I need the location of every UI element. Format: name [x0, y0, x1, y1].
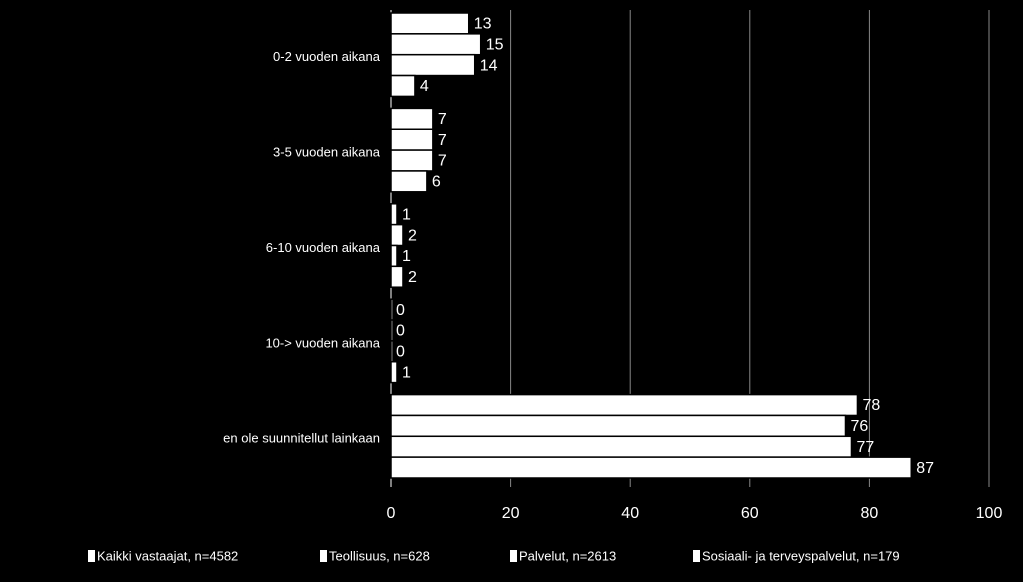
y-tick-label: 0-2 vuoden aikana: [273, 49, 381, 64]
bar: [390, 203, 398, 226]
legend-swatch: [510, 550, 517, 562]
value-label: 1: [402, 364, 411, 381]
bar: [390, 170, 428, 193]
value-label: 0: [396, 302, 405, 319]
value-label: 13: [474, 16, 492, 33]
value-label: 7: [438, 153, 447, 170]
legend-swatch: [320, 550, 327, 562]
bar: [390, 244, 398, 268]
value-label: 87: [916, 460, 934, 477]
y-tick-label: 10-> vuoden aikana: [265, 335, 380, 350]
bar: [390, 393, 859, 417]
value-label: 14: [480, 57, 498, 74]
bar: [390, 74, 416, 98]
legend-label: Kaikki vastaajat, n=4582: [97, 548, 238, 563]
value-label: 2: [408, 227, 417, 244]
y-tick-label: 6-10 vuoden aikana: [266, 240, 381, 255]
legend-label: Palvelut, n=2613: [519, 548, 616, 563]
x-tick-label: 80: [861, 505, 879, 522]
bar: [390, 340, 394, 363]
bar: [390, 107, 434, 131]
x-tick-label: 20: [502, 505, 520, 522]
bar: [390, 298, 394, 321]
bar: [390, 456, 913, 479]
bar: [390, 361, 398, 384]
legend-label: Sosiaali- ja terveyspalvelut, n=179: [702, 548, 900, 563]
x-tick-label: 0: [387, 505, 396, 522]
value-label: 76: [850, 418, 868, 435]
bar: [390, 53, 476, 77]
y-tick-label: 3-5 vuoden aikana: [273, 145, 381, 160]
bar: [390, 319, 394, 342]
bar: [390, 149, 434, 172]
bar: [390, 435, 853, 458]
value-label: 7: [438, 132, 447, 149]
value-label: 0: [396, 344, 405, 361]
bar: [390, 128, 434, 151]
y-tick-label: en ole suunnitellut lainkaan: [223, 431, 380, 446]
value-label: 77: [856, 439, 874, 456]
bar: [390, 414, 847, 438]
legend-swatch: [88, 550, 95, 562]
value-label: 2: [408, 269, 417, 286]
value-label: 15: [486, 36, 504, 53]
x-tick-label: 40: [621, 505, 639, 522]
bar: [390, 223, 404, 247]
value-label: 4: [420, 78, 429, 95]
x-tick-label: 60: [741, 505, 759, 522]
value-label: 78: [862, 397, 880, 414]
legend-swatch: [693, 550, 700, 562]
value-label: 0: [396, 323, 405, 340]
x-tick-label: 100: [976, 505, 1003, 522]
bar: [390, 33, 482, 56]
bar: [390, 12, 470, 35]
value-label: 6: [432, 174, 441, 191]
value-label: 7: [438, 111, 447, 128]
value-label: 1: [402, 206, 411, 223]
bar: [390, 265, 404, 288]
value-label: 1: [402, 248, 411, 265]
legend-label: Teollisuus, n=628: [329, 548, 430, 563]
